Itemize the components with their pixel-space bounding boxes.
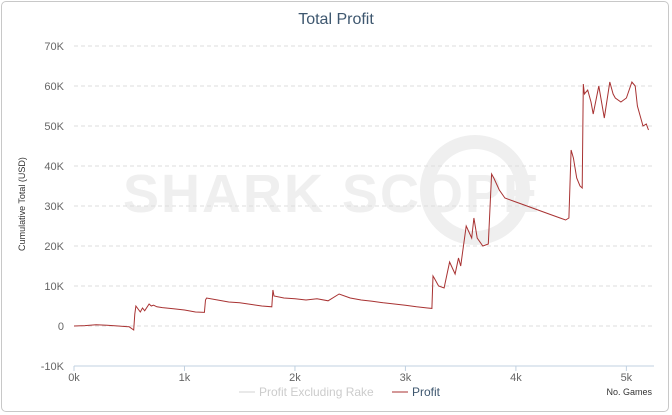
- y-axis-ticks: -10K 0 10K 20K 30K 40K 50K 60K 70K: [41, 41, 65, 373]
- x-tick-label: 2k: [289, 372, 301, 384]
- y-tick-label: 0: [58, 321, 64, 333]
- y-tick-label: 20K: [44, 241, 64, 253]
- y-tick-label: 30K: [44, 201, 64, 213]
- legend-item-profit[interactable]: Profit: [392, 385, 441, 399]
- legend-item-profit-excluding-rake[interactable]: Profit Excluding Rake: [239, 385, 374, 399]
- x-tick-label: 1k: [179, 372, 191, 384]
- y-tick-label: 70K: [44, 41, 64, 53]
- x-tick-label: 4k: [510, 372, 522, 384]
- watermark: SHARK SCOPE: [123, 164, 541, 224]
- x-axis-label: No. Games: [606, 387, 652, 397]
- y-tick-label: 60K: [44, 81, 64, 93]
- chart-title: Total Profit: [298, 11, 374, 28]
- legend-label-profit: Profit: [412, 385, 441, 399]
- x-tick-label: 5k: [621, 372, 633, 384]
- grid: [74, 45, 654, 367]
- y-tick-label: 10K: [44, 281, 64, 293]
- x-axis-ticks: 0k 1k 2k 3k 4k 5k: [68, 366, 633, 384]
- legend-label-profit-excluding-rake: Profit Excluding Rake: [259, 385, 374, 399]
- y-tick-label: 50K: [44, 121, 64, 133]
- y-tick-label: 40K: [44, 161, 64, 173]
- y-tick-label: -10K: [41, 361, 65, 373]
- series-line-profit: [73, 80, 649, 331]
- x-tick-label: 3k: [400, 372, 412, 384]
- x-tick-label: 0k: [68, 372, 80, 384]
- y-axis-label: Cumulative Total (USD): [17, 157, 27, 251]
- watermark-scope-icon: [420, 135, 530, 245]
